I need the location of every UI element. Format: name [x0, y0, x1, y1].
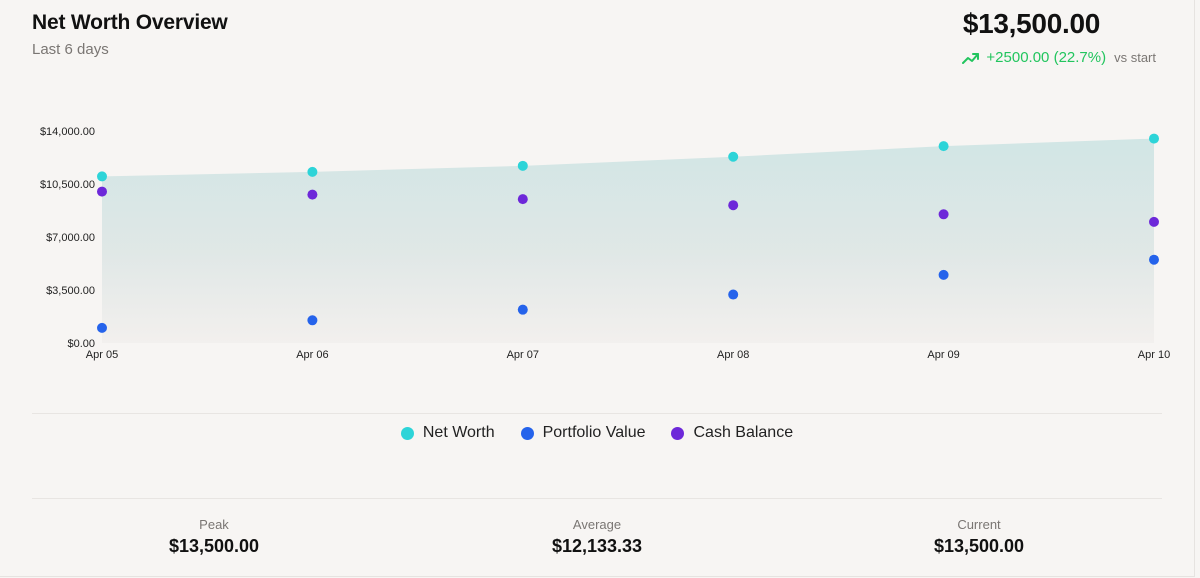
change-indicator: +2500.00 (22.7%) vs start [962, 49, 1156, 66]
y-tick-label: $3,500.00 [46, 285, 95, 297]
portfolio-value-point[interactable] [938, 269, 949, 280]
page-title: Net Worth Overview [32, 11, 228, 34]
x-tick-label: Apr 10 [1138, 349, 1170, 361]
stat-label: Peak [199, 517, 229, 532]
cash-balance-point[interactable] [938, 209, 949, 220]
y-axis: $0.00 $3,500.00 $7,000.00 $10,500.00 $14,000… [40, 126, 95, 350]
portfolio-value-point[interactable] [97, 322, 107, 333]
change-suffix: vs start [1114, 50, 1156, 65]
cash-balance-point[interactable] [97, 186, 107, 197]
stat-value: $13,500.00 [168, 536, 260, 556]
legend-item-cash-balance[interactable]: Cash Balance [671, 424, 793, 442]
y-tick-label: $14,000.00 [40, 126, 95, 138]
legend-label: Net Worth [422, 424, 495, 441]
chart-legend: Net Worth Portfolio Value Cash Balance [0, 424, 1194, 442]
x-tick-label: Apr 06 [296, 349, 328, 361]
total-value: $13,500.00 [962, 8, 1100, 39]
net-worth-point[interactable] [728, 151, 739, 162]
y-tick-label: $0.00 [67, 338, 95, 350]
legend-item-portfolio-value[interactable]: Portfolio Value [520, 424, 646, 442]
legend-label: Portfolio Value [542, 424, 646, 441]
trending-up-icon [962, 52, 980, 64]
legend-dot-icon [671, 426, 685, 440]
legend-item-net-worth[interactable]: Net Worth [400, 424, 495, 442]
cash-balance-point[interactable] [1149, 216, 1159, 227]
stat-current: Current $13,500.00 [849, 517, 1109, 557]
portfolio-value-point[interactable] [728, 289, 739, 300]
net-worth-point[interactable] [517, 160, 528, 171]
stat-value: $12,133.33 [551, 536, 643, 556]
period-subtitle: Last 6 days [32, 41, 109, 58]
y-tick-label: $7,000.00 [46, 232, 95, 244]
net-worth-point[interactable] [1149, 133, 1159, 144]
stat-peak: Peak $13,500.00 [84, 517, 344, 557]
x-tick-label: Apr 05 [86, 349, 118, 361]
net-worth-point[interactable] [97, 171, 107, 182]
legend-dot-icon [520, 426, 534, 440]
portfolio-value-point[interactable] [1149, 254, 1159, 265]
legend-dot-icon [400, 426, 414, 440]
change-value: +2500.00 (22.7%) [986, 49, 1107, 66]
divider [32, 498, 1162, 499]
plot-area [97, 133, 1159, 343]
cash-balance-point[interactable] [307, 189, 318, 200]
stat-average: Average $12,133.33 [467, 517, 727, 557]
portfolio-value-point[interactable] [307, 315, 318, 326]
net-worth-chart: $0.00 $3,500.00 $7,000.00 $10,500.00 $14,000… [40, 126, 1170, 361]
x-axis: Apr 05 Apr 06 Apr 07 Apr 08 Apr 09 Apr 10 [86, 349, 1170, 361]
net-worth-point[interactable] [938, 141, 949, 152]
cash-balance-point[interactable] [728, 200, 739, 211]
stat-label: Current [957, 517, 1001, 532]
stat-label: Average [572, 517, 622, 532]
stat-value: $13,500.00 [933, 536, 1025, 556]
x-tick-label: Apr 08 [717, 349, 749, 361]
net-worth-point[interactable] [307, 166, 318, 177]
y-tick-label: $10,500.00 [40, 179, 95, 191]
net-worth-area [102, 138, 1154, 343]
portfolio-value-point[interactable] [517, 304, 528, 315]
legend-label: Cash Balance [693, 424, 794, 441]
cash-balance-point[interactable] [517, 194, 528, 205]
x-tick-label: Apr 09 [927, 349, 959, 361]
divider [32, 413, 1162, 414]
x-tick-label: Apr 07 [507, 349, 539, 361]
